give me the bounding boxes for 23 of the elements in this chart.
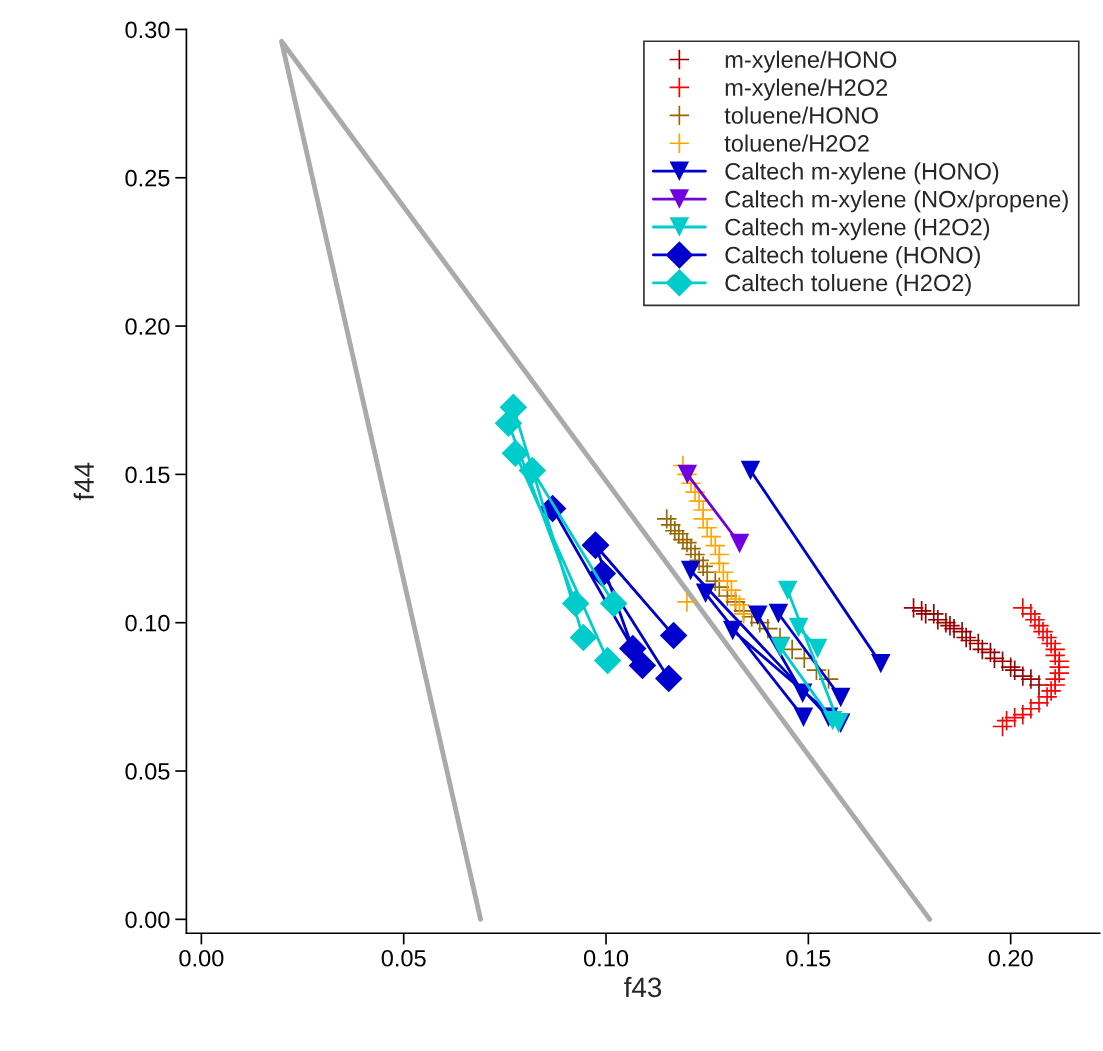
y-tick-label: 0.30 xyxy=(125,21,170,39)
x-tick-label: 0.20 xyxy=(988,949,1033,967)
y-axis-title: f44 xyxy=(73,462,94,501)
x-axis-title: f43 xyxy=(624,976,662,998)
y-tick-label: 0.00 xyxy=(125,911,170,929)
legend-label: Caltech toluene (H2O2) xyxy=(725,273,971,296)
legend-label: toluene/H2O2 xyxy=(724,134,869,152)
legend-label: m-xylene/HONO xyxy=(725,50,897,73)
x-tick-label: 0.10 xyxy=(583,949,629,967)
y-tick-label: 0.15 xyxy=(125,466,170,484)
legend-label: Caltech m-xylene (HONO) xyxy=(725,162,999,185)
legend-label: Caltech m-xylene (NOx/propene) xyxy=(725,190,1068,213)
y-tick-label: 0.05 xyxy=(125,763,170,780)
x-tick-label: 0.05 xyxy=(381,949,426,967)
x-tick-label: 0.15 xyxy=(786,949,831,967)
y-tick-label: 0.10 xyxy=(125,614,170,632)
legend-label: m-xylene/H2O2 xyxy=(725,78,888,101)
y-tick-label: 0.25 xyxy=(125,169,170,187)
x-tick-label: 0.00 xyxy=(179,949,224,967)
legend-label: Caltech toluene (HONO) xyxy=(725,246,980,269)
y-tick-label: 0.20 xyxy=(125,318,170,335)
legend-label: toluene/HONO xyxy=(724,106,878,124)
legend-label: Caltech m-xylene (H2O2) xyxy=(725,218,990,241)
